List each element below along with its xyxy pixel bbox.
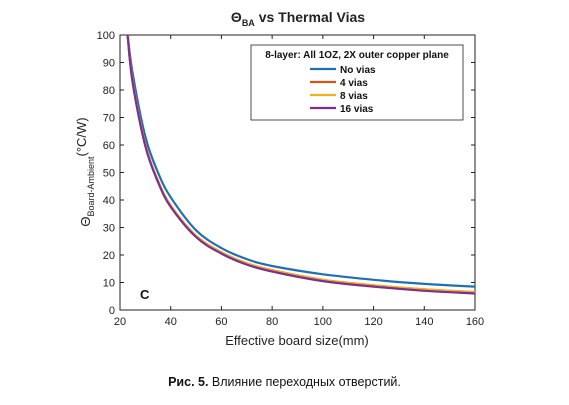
- figure-caption: Рис. 5. Влияние переходных отверстий.: [0, 375, 569, 389]
- legend-entry: No vias: [340, 65, 376, 76]
- x-tick-label: 100: [314, 316, 332, 328]
- x-axis: 20 40 60 80 100 120 140 160: [114, 35, 484, 328]
- y-tick-label: 50: [103, 168, 115, 180]
- y-tick-label: 80: [103, 85, 115, 97]
- legend-box: [250, 44, 464, 121]
- x-axis-label: Effective board size(mm): [225, 333, 369, 348]
- x-tick-label: 160: [466, 316, 484, 328]
- y-axis: 0 10 20 30 40 50 60 70 80 90 100: [97, 30, 475, 317]
- thermal-vias-chart: ΘBA vs Thermal Vias 20 40 60 80 100 120 140 160…: [74, 9, 484, 348]
- y-tick-label: 10: [103, 278, 115, 290]
- panel-label: C: [140, 287, 150, 302]
- x-tick-label: 140: [415, 316, 433, 328]
- series-line-16-vias: [126, 34, 476, 295]
- ylabel-theta: Θ: [78, 217, 93, 227]
- x-tick-label: 60: [215, 316, 227, 328]
- y-tick-label: 60: [103, 140, 115, 152]
- caption-text: Влияние переходных отверстий.: [208, 375, 401, 389]
- series-line-no-vias: [126, 34, 476, 288]
- y-tick-label: 40: [103, 195, 115, 207]
- x-tick-label: 20: [114, 316, 126, 328]
- title-rest: vs Thermal Vias: [255, 9, 365, 25]
- legend-entry: 8 vias: [340, 91, 368, 102]
- x-tick-label: 80: [266, 316, 278, 328]
- svg-text:ΘBA vs Thermal Vias: ΘBA vs Thermal Vias: [231, 9, 365, 28]
- caption-label: Рис. 5.: [168, 375, 209, 389]
- legend-title: 8-layer: All 1OZ, 2X outer copper plane: [265, 50, 449, 61]
- x-tick-label: 120: [364, 316, 382, 328]
- y-axis-label: ΘBoard-Ambient(°C/W): [74, 117, 96, 226]
- title-subscript: BA: [242, 18, 255, 28]
- y-tick-label: 20: [103, 250, 115, 262]
- ylabel-unit: (°C/W): [74, 117, 89, 156]
- series-lines: [126, 34, 476, 295]
- y-tick-label: 100: [97, 30, 115, 42]
- legend-entry: 16 vias: [340, 104, 374, 115]
- x-tick-label: 40: [165, 316, 177, 328]
- y-tick-label: 30: [103, 223, 115, 235]
- y-tick-label: 90: [103, 58, 115, 70]
- ylabel-subscript: Board-Ambient: [86, 156, 96, 217]
- title-theta: Θ: [231, 9, 242, 25]
- legend: 8-layer: All 1OZ, 2X outer copper plane …: [250, 44, 464, 121]
- legend-entry: 4 vias: [340, 78, 368, 89]
- chart-title: ΘBA vs Thermal Vias: [231, 9, 365, 28]
- y-tick-label: 70: [103, 113, 115, 125]
- y-tick-label: 0: [109, 305, 115, 317]
